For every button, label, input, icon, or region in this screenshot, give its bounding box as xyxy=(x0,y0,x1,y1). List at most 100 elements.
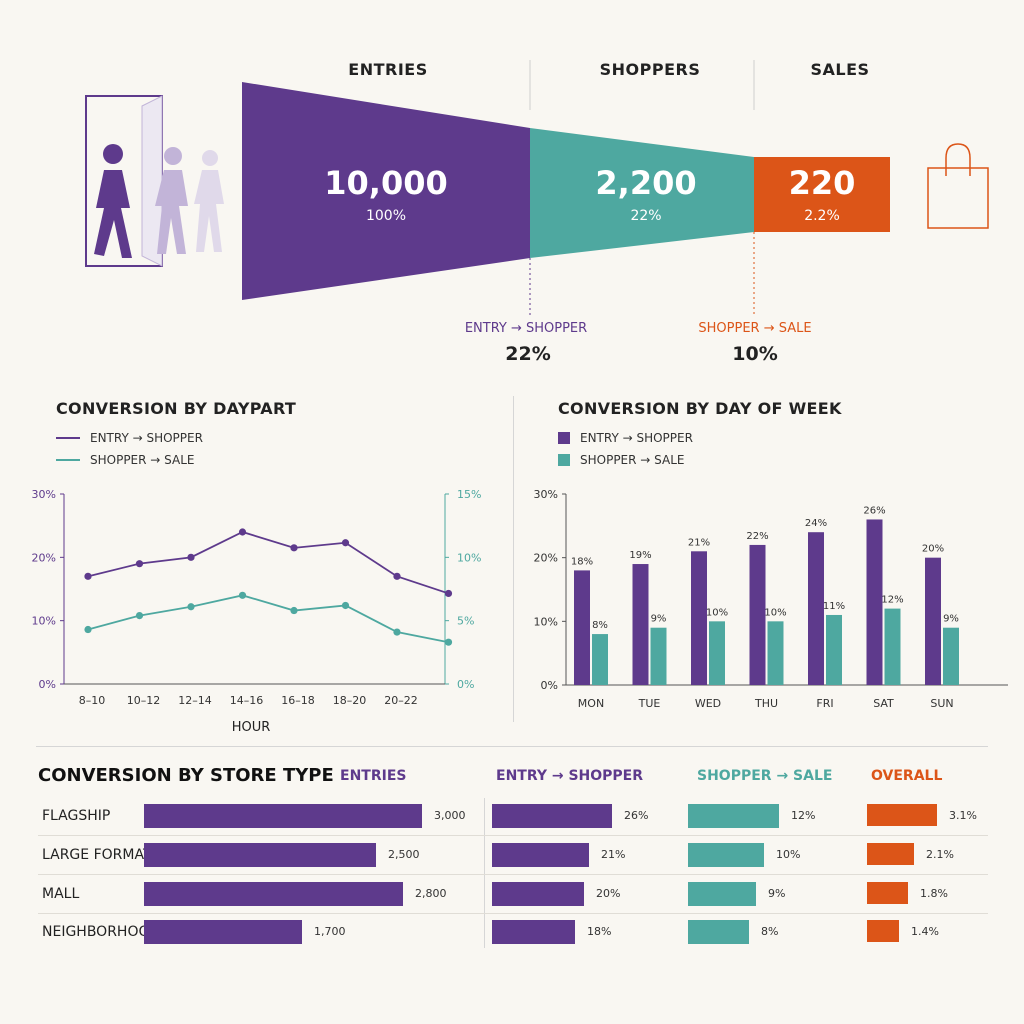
bar-entry-shopper xyxy=(749,544,766,685)
stage-value-entries: 10,000 xyxy=(324,164,448,202)
bar-value-label: 2.1% xyxy=(926,848,954,861)
bar-value-label: 10% xyxy=(776,848,801,861)
y-tick-label: 10% xyxy=(534,615,558,628)
x-tick-label: THU xyxy=(754,697,778,710)
data-point xyxy=(135,612,144,620)
section-divider-horizontal xyxy=(36,746,988,747)
x-tick-label: 8–10 xyxy=(79,694,106,707)
dow-bar-chart: 0% 10% 20% 30% 18% 8% MON 19% 9% TUE 21% 10% WED 22% 1… xyxy=(534,488,1008,710)
store-type-label: FLAGSHIP xyxy=(42,808,111,824)
bar-shopper-sale xyxy=(688,843,764,867)
x-tick-label: 10–12 xyxy=(127,694,161,707)
legend-swatch-teal xyxy=(558,454,570,466)
data-point xyxy=(444,589,453,598)
data-point xyxy=(290,544,298,552)
funnel-shoppers-shape xyxy=(530,128,754,258)
bar-value-label: 12% xyxy=(881,595,903,606)
right-tick-label: 15% xyxy=(457,488,481,501)
row-divider xyxy=(38,913,988,914)
legend-line-teal xyxy=(56,459,80,461)
daypart-legend-item-1: ENTRY → SHOPPER xyxy=(56,427,203,449)
data-point xyxy=(84,625,92,634)
funnel-graphic xyxy=(242,60,890,315)
bar-entry-shopper xyxy=(808,532,824,685)
bar-overall xyxy=(867,920,899,942)
stage-value-sales: 220 xyxy=(788,164,856,202)
stage-pct-shoppers: 22% xyxy=(630,208,662,224)
rate-value-entry-shopper: 22% xyxy=(505,343,551,365)
bar-value-label: 10% xyxy=(706,607,728,618)
section-divider-vertical xyxy=(513,396,514,722)
bar-entry-shopper xyxy=(492,843,589,867)
x-axis-title: HOUR xyxy=(232,720,271,735)
data-point xyxy=(444,638,453,646)
bar-shopper-sale xyxy=(688,920,749,944)
y-tick-label: 0% xyxy=(541,679,558,692)
data-point xyxy=(238,528,247,536)
bar-value-label: 3,000 xyxy=(434,809,466,822)
y-tick-label: 20% xyxy=(534,552,558,565)
data-point xyxy=(84,572,92,580)
x-tick-label: 12–14 xyxy=(178,694,212,707)
bar-entry-shopper xyxy=(492,920,575,944)
data-point xyxy=(238,591,247,599)
bar-entry-shopper xyxy=(925,557,941,685)
bar-overall xyxy=(867,882,908,904)
stage-pct-entries: 100% xyxy=(365,208,407,224)
col-head-entry-shopper: ENTRY → SHOPPER xyxy=(496,768,644,784)
bar-entry-shopper xyxy=(492,882,584,906)
stage-value-shoppers: 2,200 xyxy=(595,164,697,202)
bar-shopper-sale xyxy=(826,614,842,685)
daypart-line-chart: 0% 10% 20% 30% 0% 5% 10% 15% 8–10 10–12 12–14 14–16… xyxy=(32,488,482,735)
bar-entry-shopper xyxy=(866,519,883,685)
daypart-legend-item-2: SHOPPER → SALE xyxy=(56,449,194,471)
legend-line-purple xyxy=(56,437,80,439)
data-point xyxy=(341,539,350,547)
legend-label: SHOPPER → SALE xyxy=(580,453,685,467)
funnel-entries-shape xyxy=(242,82,530,300)
stage-label-entries: ENTRIES xyxy=(348,60,428,79)
bar-entries xyxy=(144,843,376,867)
x-tick-label: SAT xyxy=(873,697,894,710)
x-tick-label: 20–22 xyxy=(384,694,418,707)
rate-value-shopper-sale: 10% xyxy=(732,343,778,365)
store-type-label: NEIGHBORHOOD xyxy=(42,924,161,940)
bar-shopper-sale xyxy=(884,608,901,685)
legend-label: ENTRY → SHOPPER xyxy=(90,431,203,445)
legend-swatch-purple xyxy=(558,432,570,444)
row-divider xyxy=(38,835,988,836)
stage-label-sales: SALES xyxy=(810,60,870,79)
bar-shopper-sale xyxy=(709,621,725,685)
dow-legend-item-1: ENTRY → SHOPPER xyxy=(558,427,693,449)
row-divider xyxy=(38,874,988,875)
bar-value-label: 20% xyxy=(922,544,944,555)
bar-entry-shopper xyxy=(691,551,707,685)
data-point xyxy=(393,572,401,580)
bar-value-label: 3.1% xyxy=(949,809,977,822)
bar-entries xyxy=(144,920,302,944)
store-type-title: CONVERSION BY STORE TYPE xyxy=(38,765,334,786)
bar-value-label: 1.4% xyxy=(911,925,939,938)
col-head-shopper-sale: SHOPPER → SALE xyxy=(697,768,833,784)
bar-value-label: 10% xyxy=(764,607,786,618)
data-point xyxy=(290,606,298,615)
bar-shopper-sale xyxy=(592,634,608,685)
data-point xyxy=(187,553,195,561)
bar-shopper-sale xyxy=(688,804,779,828)
x-tick-label: 18–20 xyxy=(333,694,367,707)
series-line-entry-shopper xyxy=(87,531,449,595)
rate-label-shopper-sale: SHOPPER → SALE xyxy=(698,321,812,336)
dow-legend-item-2: SHOPPER → SALE xyxy=(558,449,684,471)
col-head-entries: ENTRIES xyxy=(340,768,407,784)
data-point xyxy=(135,560,144,568)
column-divider xyxy=(484,798,485,948)
bar-value-label: 21% xyxy=(688,537,710,548)
bar-value-label: 24% xyxy=(805,518,827,529)
left-tick-label: 10% xyxy=(32,615,56,628)
bar-value-label: 2,800 xyxy=(415,887,447,900)
bar-value-label: 1.8% xyxy=(920,887,948,900)
x-tick-label: FRI xyxy=(816,697,833,710)
store-type-label: MALL xyxy=(42,886,80,902)
people-entering-door-icon xyxy=(85,95,224,267)
daypart-title: CONVERSION BY DAYPART xyxy=(56,399,297,418)
